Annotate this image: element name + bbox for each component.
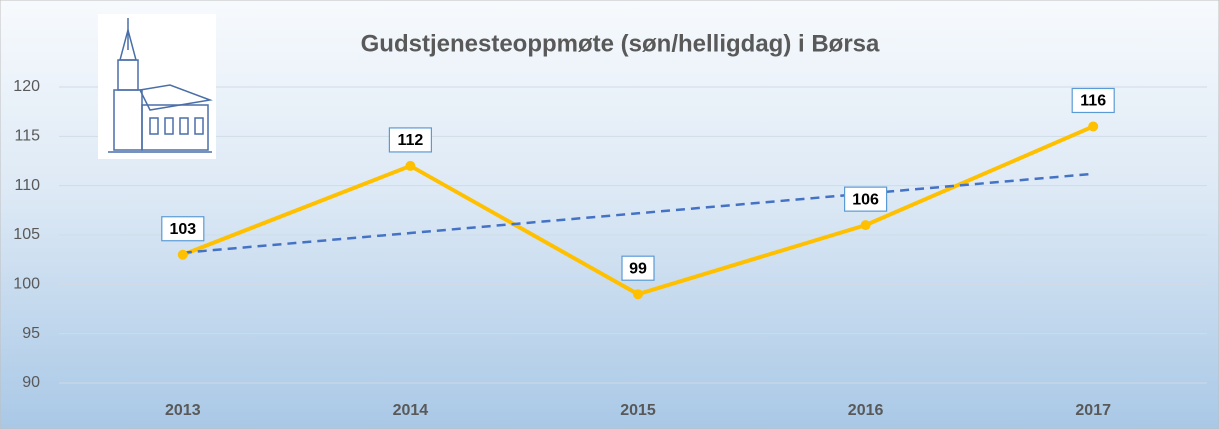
x-tick-label: 2015: [620, 402, 656, 419]
y-tick-label: 100: [13, 276, 40, 293]
data-label: 103: [169, 221, 196, 238]
data-point: [633, 289, 643, 299]
chart-title: Gudstjenesteoppmøte (søn/helligdag) i Bø…: [361, 30, 880, 57]
data-point: [1088, 121, 1098, 131]
data-label: 116: [1080, 93, 1106, 110]
x-tick-label: 2013: [165, 402, 201, 419]
data-point: [405, 161, 415, 171]
x-tick-label: 2014: [393, 402, 429, 419]
y-tick-label: 110: [14, 177, 40, 194]
y-tick-label: 120: [13, 78, 40, 95]
data-label: 112: [397, 132, 423, 149]
data-point: [861, 220, 871, 230]
chart: Gudstjenesteoppmøte (søn/helligdag) i Bø…: [0, 0, 1219, 429]
church-logo: [98, 14, 216, 159]
data-label: 99: [629, 260, 647, 277]
y-tick-label: 115: [14, 128, 40, 145]
data-point: [178, 250, 188, 260]
y-tick-label: 90: [22, 374, 40, 391]
x-tick-label: 2016: [848, 402, 884, 419]
y-tick-label: 105: [13, 226, 40, 243]
y-tick-label: 95: [22, 325, 40, 342]
x-tick-label: 2017: [1075, 402, 1111, 419]
data-label: 106: [852, 191, 879, 208]
